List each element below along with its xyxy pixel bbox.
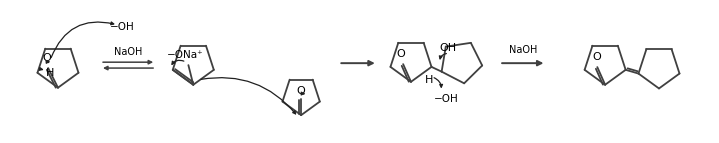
Text: H: H bbox=[426, 75, 434, 85]
Text: −ONa⁺: −ONa⁺ bbox=[167, 50, 203, 60]
Text: O: O bbox=[43, 53, 52, 63]
Text: −OH: −OH bbox=[110, 22, 135, 32]
Text: O: O bbox=[592, 52, 600, 62]
Text: OH: OH bbox=[439, 43, 457, 53]
Text: O: O bbox=[397, 49, 406, 59]
Text: NaOH: NaOH bbox=[114, 47, 142, 57]
Text: −OH: −OH bbox=[434, 94, 459, 104]
Text: O: O bbox=[297, 86, 306, 96]
Text: H: H bbox=[46, 68, 55, 78]
Text: NaOH: NaOH bbox=[508, 45, 537, 55]
